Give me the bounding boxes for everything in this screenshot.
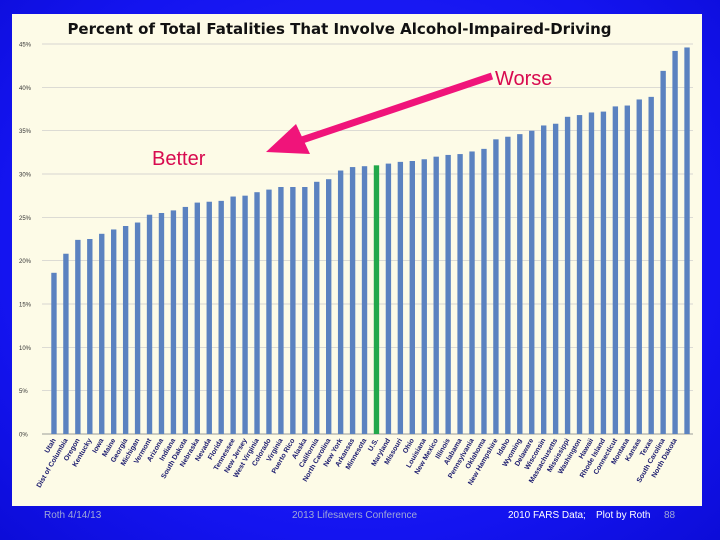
bar: [493, 139, 499, 434]
bar: [624, 105, 630, 435]
bar: [588, 112, 595, 434]
bar: [254, 192, 260, 434]
bar: [266, 189, 272, 434]
bar: [182, 206, 189, 434]
bar: [457, 154, 463, 435]
footer-plot-credit: Plot by Roth: [596, 510, 651, 521]
slide-number: 88: [664, 510, 676, 521]
bar: [337, 170, 344, 435]
bar: [51, 272, 57, 434]
better-label: Better: [152, 148, 206, 170]
footer-data-source: 2010 FARS Data;: [508, 510, 586, 521]
bar: [278, 187, 284, 434]
y-tick-label: 30%: [19, 173, 32, 179]
y-axis-tick-labels: 0% 5% 10% 15% 20% 25% 30% 35% 40% 45%: [19, 43, 32, 439]
bar: [170, 210, 177, 434]
bar: [564, 116, 571, 435]
bar: [314, 181, 320, 434]
bar: [409, 161, 415, 434]
y-tick-label: 45%: [19, 43, 32, 49]
bar: [648, 96, 654, 434]
footer-author-date: Roth 4/14/13: [44, 510, 102, 521]
bar: [99, 233, 105, 434]
y-tick-label: 10%: [19, 346, 32, 352]
bar: [672, 50, 678, 434]
chart-panel: 0% 5% 10% 15% 20% 25% 30% 35% 40% 45% Utah Dist of…: [12, 14, 702, 506]
y-tick-label: 15%: [19, 303, 32, 309]
bar: [684, 47, 690, 434]
bar: [385, 163, 392, 434]
bar: [218, 200, 224, 434]
bar: [421, 159, 427, 434]
bar: [242, 195, 248, 434]
y-tick-label: 25%: [19, 216, 32, 222]
y-tick-label: 35%: [19, 129, 32, 135]
y-tick-label: 0%: [19, 433, 28, 439]
y-tick-label: 20%: [19, 259, 32, 265]
bar: [146, 214, 153, 434]
bar: [326, 179, 332, 434]
bar: [481, 148, 487, 434]
bar: [397, 161, 404, 434]
bar: [206, 201, 212, 434]
bar: [361, 166, 368, 434]
bar: [517, 134, 523, 434]
bar: [349, 167, 356, 435]
bar: [63, 253, 69, 434]
bar: [576, 115, 583, 435]
bar: [505, 136, 511, 434]
bar: [660, 70, 666, 434]
bar: [600, 111, 607, 434]
bar: [230, 196, 236, 434]
bar: [636, 99, 642, 434]
bar: [134, 222, 141, 434]
bar: [302, 187, 308, 434]
bar: [612, 106, 619, 435]
bar: [445, 154, 451, 434]
y-tick-label: 5%: [19, 389, 28, 395]
chart-title: Percent of Total Fatalities That Involve…: [67, 20, 612, 38]
bars: [51, 47, 690, 435]
bar: [158, 213, 165, 434]
bar: [75, 239, 81, 434]
bar: [194, 202, 200, 434]
bar: [552, 123, 559, 434]
bar: [469, 151, 475, 434]
bar: [122, 226, 129, 434]
bar: [111, 229, 117, 434]
bar: [541, 125, 547, 434]
bar-highlighted: [373, 165, 380, 435]
bar: [433, 156, 439, 434]
worse-label: Worse: [495, 68, 553, 90]
bar: [290, 187, 296, 434]
bar: [529, 130, 535, 434]
footer-conference: 2013 Lifesavers Conference: [292, 510, 418, 521]
y-tick-label: 40%: [19, 86, 32, 92]
bar: [87, 239, 93, 434]
